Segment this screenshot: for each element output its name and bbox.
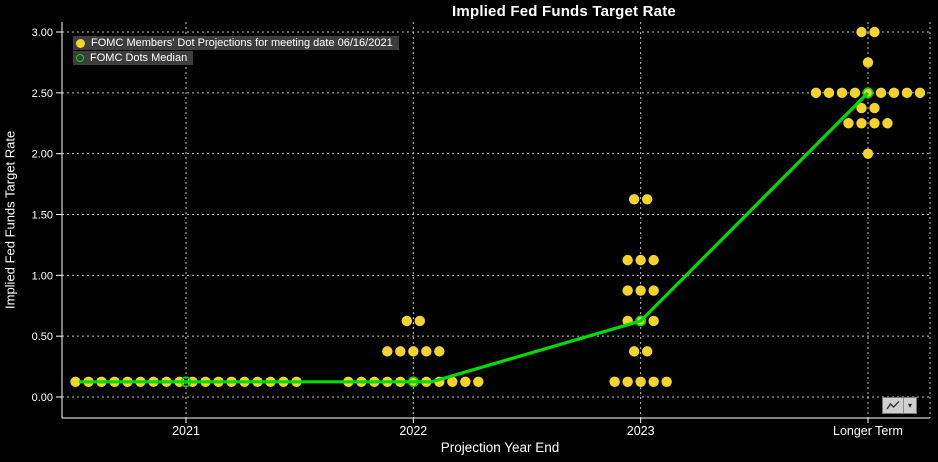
fomc-dot (648, 254, 659, 266)
fomc-dot (382, 346, 393, 357)
fomc-dot (648, 285, 659, 296)
green-ring-marker-icon (76, 54, 84, 62)
fomc-dot (901, 87, 913, 99)
dot-projections-series (70, 26, 926, 387)
fomc-dot (434, 346, 445, 357)
fomc-dot (460, 376, 471, 387)
fomc-dot (810, 87, 822, 99)
legend: FOMC Members' Dot Projections for meetin… (73, 36, 399, 65)
fomc-dot (862, 148, 874, 159)
median-line (79, 91, 870, 384)
fomc-dot (849, 87, 861, 99)
y-tick-label: 0.50 (32, 331, 53, 343)
line-chart-icon[interactable] (883, 398, 904, 413)
median-markers (180, 87, 874, 388)
legend-item-median: FOMC Dots Median (73, 51, 194, 65)
y-tick-label: 2.00 (32, 149, 53, 161)
fomc-dot (635, 254, 646, 266)
median-marker (180, 376, 192, 388)
x-tick-label: 2023 (627, 424, 655, 438)
x-axis-title: Projection Year End (440, 440, 560, 455)
legend-label-dot-projections: FOMC Members' Dot Projections for meetin… (91, 37, 393, 49)
fomc-dot (635, 376, 646, 387)
fomc-dot (408, 346, 419, 357)
fomc-dot (628, 194, 640, 205)
fomc-dot (869, 118, 880, 129)
fomc-dot (888, 87, 900, 99)
fomc-dot (914, 87, 926, 99)
fomc-dot (395, 346, 406, 357)
fomc-dot (862, 57, 874, 68)
x-tick-labels: 2021 2022 2023 Longer Term (172, 424, 903, 438)
fomc-dot (661, 376, 672, 387)
fomc-dot (622, 285, 633, 296)
fomc-dot (856, 26, 867, 38)
chart-tools-dropdown[interactable]: ▾ (907, 400, 912, 410)
fomc-dot (882, 118, 893, 129)
fomc-dot (70, 376, 81, 387)
fomc-dot (823, 87, 835, 99)
fomc-dot (414, 315, 426, 327)
axes (56, 22, 930, 423)
y-tick-label: 1.00 (32, 270, 53, 282)
x-tick-label: 2022 (399, 424, 427, 438)
fomc-dot (869, 26, 880, 38)
fomc-dot (421, 346, 432, 357)
fomc-dot (869, 102, 880, 114)
chart-title: Implied Fed Funds Target Rate (452, 3, 676, 20)
x-tick-label: Longer Term (833, 424, 903, 438)
y-tick-label: 3.00 (32, 27, 53, 39)
yellow-dot-marker-icon (76, 38, 85, 48)
legend-item-dot-projections: FOMC Members' Dot Projections for meetin… (73, 36, 399, 50)
fomc-dot (641, 194, 653, 205)
fomc-dot (635, 285, 646, 296)
y-axis-title: Implied Fed Funds Target Rate (2, 130, 18, 310)
fomc-dot (648, 315, 659, 327)
fomc-dot (622, 254, 633, 266)
legend-label-median: FOMC Dots Median (90, 52, 188, 64)
chart-tools-button[interactable]: ▾ (882, 397, 917, 414)
y-tick-label: 0.00 (32, 392, 53, 404)
fomc-dot (648, 376, 659, 387)
fomc-dot (843, 118, 854, 129)
fomc-dot (609, 376, 620, 387)
fomc-dot (622, 376, 633, 387)
fomc-dot (836, 87, 848, 99)
fomc-dot (856, 102, 867, 114)
fomc-dot (641, 346, 653, 357)
fomc-dot (447, 376, 458, 387)
y-tick-label: 1.50 (32, 210, 53, 222)
fomc-dot (628, 346, 640, 357)
fomc-dot (473, 376, 484, 387)
y-tick-label: 2.50 (32, 88, 53, 100)
fomc-dot (875, 87, 887, 99)
gridlines (62, 22, 931, 418)
median-marker (635, 315, 647, 327)
x-tick-label: 2021 (172, 424, 200, 438)
y-tick-labels: 0.00 0.50 1.00 1.50 2.00 2.50 3.00 (32, 27, 53, 404)
fomc-dot (856, 118, 867, 129)
fomc-dot (401, 315, 413, 327)
median-marker (407, 376, 419, 388)
median-marker (862, 87, 874, 99)
